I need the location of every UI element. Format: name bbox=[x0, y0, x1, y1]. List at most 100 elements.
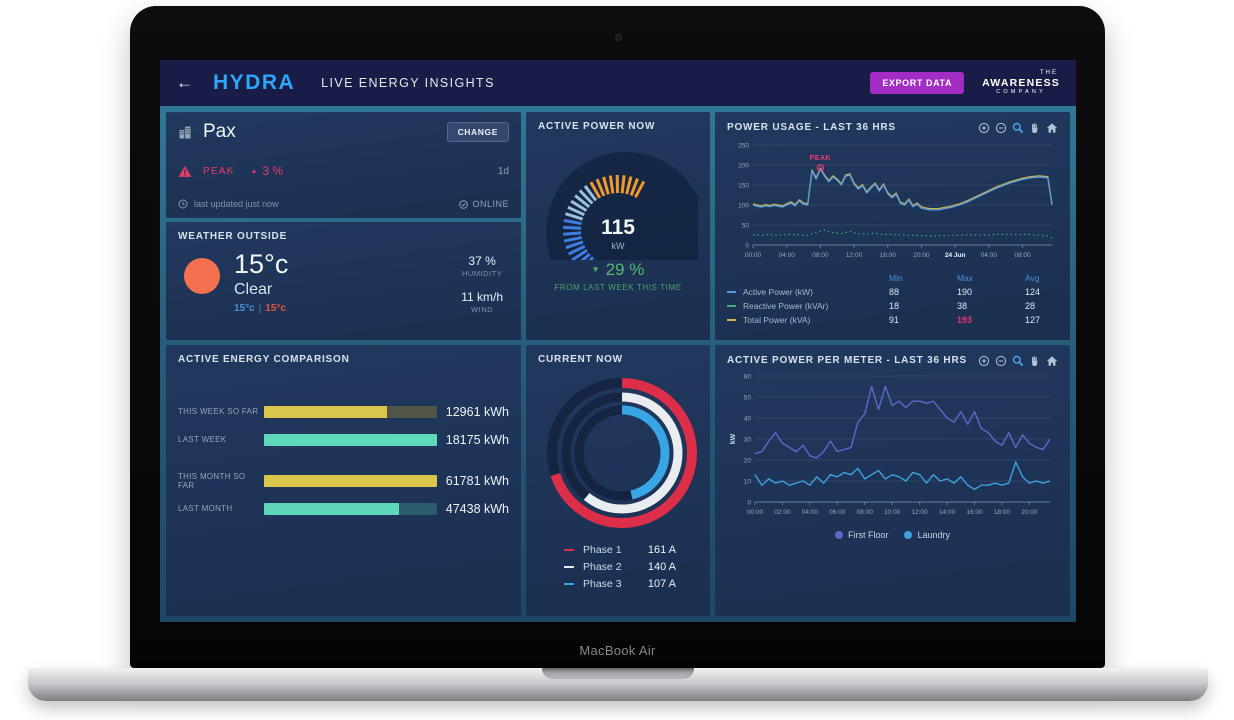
stats-header-avg: Avg bbox=[1025, 273, 1040, 283]
dashboard-screen: ← HYDRA LIVE ENERGY INSIGHTS EXPORT DATA… bbox=[160, 60, 1076, 622]
svg-text:00:00: 00:00 bbox=[745, 252, 762, 259]
stats-row-active: Active Power (kW) 88 190 124 bbox=[727, 285, 1058, 299]
top-bar: ← HYDRA LIVE ENERGY INSIGHTS EXPORT DATA… bbox=[160, 60, 1076, 106]
wind-value: 11 km/h bbox=[461, 290, 503, 304]
svg-text:06:00: 06:00 bbox=[829, 509, 846, 516]
phase-row-3: Phase 3 107 A bbox=[564, 575, 676, 592]
weather-title: WEATHER OUTSIDE bbox=[178, 231, 288, 242]
zoom-select-button[interactable] bbox=[1012, 121, 1024, 134]
site-card: Pax CHANGE PEAK ▲ 3 % 1d last upda bbox=[166, 112, 521, 218]
svg-text:08:00: 08:00 bbox=[857, 509, 874, 516]
temp-divider: | bbox=[258, 303, 262, 315]
stats-row-total: Total Power (kVA) 91 193 127 bbox=[727, 313, 1058, 327]
sun-icon bbox=[184, 258, 220, 294]
first-floor-dot bbox=[834, 531, 843, 539]
comparison-row-this-month: THIS MONTH SO FAR 61781 kWh bbox=[178, 471, 509, 490]
svg-text:150: 150 bbox=[738, 182, 749, 189]
svg-text:12:00: 12:00 bbox=[912, 509, 929, 516]
chart-toolbar bbox=[978, 121, 1058, 134]
power-delta-caption: FROM LAST WEEK THIS TIME bbox=[554, 283, 682, 292]
svg-text:12:00: 12:00 bbox=[846, 252, 863, 259]
energy-comparison-title: ACTIVE ENERGY COMPARISON bbox=[178, 354, 350, 365]
power-delta: ▼ 29 % bbox=[538, 260, 698, 280]
peak-alert-label: PEAK bbox=[203, 165, 235, 177]
phase3-dash bbox=[564, 582, 574, 585]
online-icon bbox=[459, 199, 469, 209]
hydra-logo: HYDRA bbox=[213, 71, 296, 94]
export-data-button[interactable]: EXPORT DATA bbox=[870, 72, 965, 94]
svg-text:200: 200 bbox=[738, 162, 749, 169]
pan-button[interactable] bbox=[1029, 121, 1041, 134]
back-button[interactable]: ← bbox=[176, 73, 193, 92]
weather-card: WEATHER OUTSIDE 15°c Clear 15°c | 15°c bbox=[166, 222, 521, 340]
energy-comparison-card: ACTIVE ENERGY COMPARISON THIS WEEK SO FA… bbox=[166, 345, 521, 616]
trend-down-icon: ▼ bbox=[591, 265, 600, 274]
gauge-unit: kW bbox=[612, 241, 626, 251]
power-gauge: 115 kW bbox=[538, 134, 698, 260]
chart-toolbar bbox=[978, 354, 1058, 367]
svg-text:14:00: 14:00 bbox=[939, 509, 956, 516]
stats-header-min: Min bbox=[889, 273, 903, 283]
comparison-bar bbox=[264, 502, 437, 515]
per-meter-chart[interactable]: 0 10 20 30 40 50 60 00:00 02:00 04:00 06:00 08:00 10… bbox=[727, 370, 1058, 528]
zoom-select-button[interactable] bbox=[1012, 354, 1024, 367]
comparison-row-last-week: LAST WEEK 18175 kWh bbox=[178, 432, 509, 447]
pan-button[interactable] bbox=[1029, 354, 1041, 367]
power-usage-title: POWER USAGE - LAST 36 HRS bbox=[727, 121, 896, 133]
current-now-title: CURRENT NOW bbox=[538, 354, 623, 365]
zoom-in-button[interactable] bbox=[978, 354, 990, 367]
laundry-dot bbox=[904, 531, 913, 539]
home-button[interactable] bbox=[1046, 121, 1058, 133]
current-donut bbox=[538, 367, 698, 539]
svg-text:250: 250 bbox=[738, 142, 749, 149]
current-now-card: CURRENT NOW Phase 1 161 A Phase 2 bbox=[526, 345, 710, 616]
company-line1: THE bbox=[1040, 70, 1058, 77]
company-line3: COMPANY bbox=[996, 89, 1046, 96]
svg-text:50: 50 bbox=[742, 222, 750, 229]
weather-current: 15°c Clear 15°c | 15°c bbox=[234, 249, 289, 315]
svg-text:04:00: 04:00 bbox=[779, 252, 796, 259]
comparison-row-this-week: THIS WEEK SO FAR 12961 kWh bbox=[178, 404, 509, 419]
svg-text:10: 10 bbox=[744, 478, 752, 485]
zoom-out-button[interactable] bbox=[995, 121, 1007, 134]
zoom-out-button[interactable] bbox=[995, 354, 1007, 367]
site-name: Pax bbox=[203, 121, 236, 142]
svg-text:40: 40 bbox=[744, 415, 752, 422]
zoom-in-button[interactable] bbox=[978, 121, 990, 134]
phase-row-1: Phase 1 161 A bbox=[564, 541, 676, 558]
svg-text:PEAK: PEAK bbox=[810, 155, 831, 162]
home-button[interactable] bbox=[1046, 354, 1058, 366]
wind-label: WIND bbox=[471, 305, 494, 314]
comparison-bar bbox=[264, 433, 437, 446]
current-donut-chart bbox=[547, 378, 697, 528]
svg-text:08:00: 08:00 bbox=[812, 252, 829, 259]
legend-laundry[interactable]: Laundry bbox=[904, 530, 950, 540]
humidity-value: 37 % bbox=[468, 254, 496, 268]
change-site-button[interactable]: CHANGE bbox=[446, 122, 509, 142]
power-gauge-chart: 115 kW bbox=[546, 152, 698, 260]
power-delta-value: 29 % bbox=[605, 260, 645, 279]
svg-text:50: 50 bbox=[744, 394, 752, 401]
power-usage-card: POWER USAGE - LAST 36 HRS 0 50 100 150 200 25… bbox=[715, 112, 1070, 340]
temp-minmax: 15°c | 15°c bbox=[234, 303, 288, 314]
laptop-base-notch bbox=[542, 668, 694, 679]
active-power-title: ACTIVE POWER NOW bbox=[538, 121, 656, 132]
svg-text:30: 30 bbox=[744, 436, 752, 443]
reactive-power-dash bbox=[727, 305, 736, 307]
legend-first-floor[interactable]: First Floor bbox=[834, 530, 888, 540]
svg-text:04:00: 04:00 bbox=[802, 509, 819, 516]
peak-alert-delta: 3 % bbox=[262, 164, 284, 178]
svg-text:100: 100 bbox=[738, 202, 749, 209]
humidity-label: HUMIDITY bbox=[461, 269, 503, 278]
svg-text:20: 20 bbox=[744, 457, 752, 464]
phase-legend: Phase 1 161 A Phase 2 140 A Phase 3 107 … bbox=[564, 541, 676, 592]
svg-text:08:00: 08:00 bbox=[1014, 252, 1031, 259]
power-usage-chart[interactable]: 0 50 100 150 200 250 00:00 04:00 08:00 12:00 16:00… bbox=[727, 137, 1058, 269]
temperature-value: 15°c bbox=[234, 249, 289, 279]
online-status: ONLINE bbox=[459, 199, 509, 209]
svg-text:0: 0 bbox=[747, 499, 751, 506]
stats-header-row: Min Max Avg bbox=[727, 271, 1058, 285]
per-meter-title: ACTIVE POWER PER METER - LAST 36 HRS bbox=[727, 354, 967, 366]
meter-legend: First Floor Laundry bbox=[727, 530, 1058, 540]
